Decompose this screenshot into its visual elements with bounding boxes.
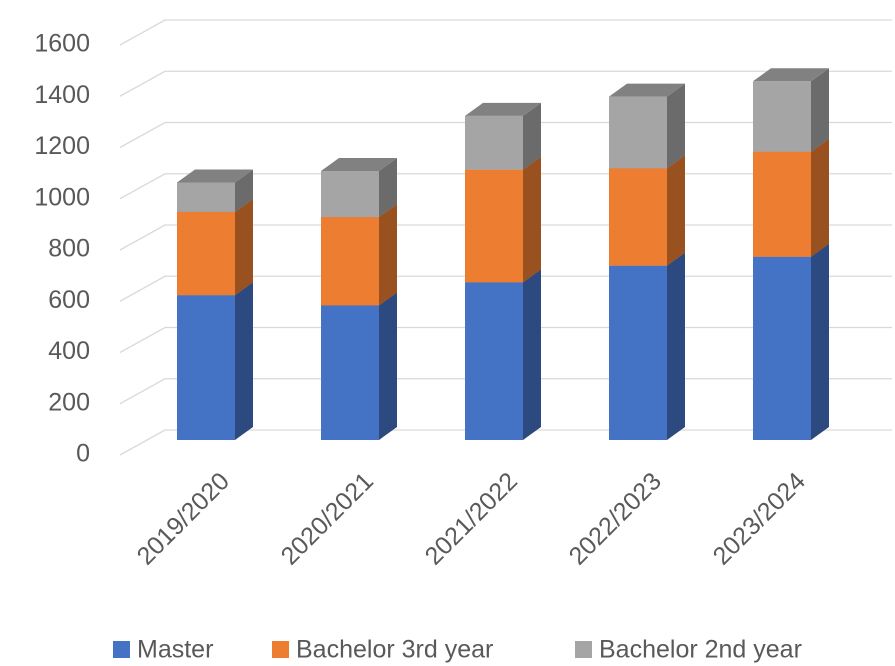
bar (609, 168, 667, 266)
bar-top (177, 169, 253, 183)
legend-label: Bachelor 2nd year (599, 636, 802, 664)
bar (321, 305, 379, 440)
bar-side (235, 169, 253, 212)
bar-side (235, 282, 253, 440)
bar (609, 96, 667, 169)
bar (465, 115, 523, 170)
x-tick-label: 2020/2021 (276, 467, 379, 570)
legend-label: Master (137, 636, 213, 664)
bar-side (667, 83, 685, 169)
bar (753, 151, 811, 257)
bar-top (321, 157, 397, 171)
legend-swatch (272, 641, 289, 658)
bar-side (523, 269, 541, 440)
y-tick-label: 600 (48, 286, 90, 314)
bar-side (667, 252, 685, 440)
bar-side (379, 292, 397, 440)
bar (321, 217, 379, 306)
bar (753, 256, 811, 440)
y-tick-label: 1200 (34, 132, 90, 160)
bar (753, 81, 811, 152)
bar-side (811, 68, 829, 152)
bar-side (379, 157, 397, 218)
y-tick-label: 400 (48, 337, 90, 365)
bar-side (811, 243, 829, 440)
y-tick-label: 800 (48, 235, 90, 263)
bar-side (523, 156, 541, 283)
bar-top (609, 83, 685, 97)
y-tick-label: 1400 (34, 81, 90, 109)
bar-side (523, 102, 541, 170)
x-tick-label: 2023/2024 (708, 467, 811, 570)
bar-side (667, 155, 685, 266)
legend-swatch (113, 641, 130, 658)
bar (609, 265, 667, 440)
bar-top (753, 68, 829, 82)
bar-side (379, 204, 397, 306)
bar-side (811, 138, 829, 257)
grid-line (119, 70, 892, 97)
bar (177, 295, 235, 440)
x-tick-label: 2022/2023 (564, 467, 667, 570)
bar (177, 211, 235, 296)
legend-label: Bachelor 3rd year (296, 636, 493, 664)
y-tick-label: 1600 (34, 30, 90, 58)
y-tick-label: 1000 (34, 183, 90, 211)
grid-line (119, 19, 892, 46)
bar (465, 169, 523, 283)
bar (465, 282, 523, 440)
bar (321, 170, 379, 218)
y-tick-label: 200 (48, 388, 90, 416)
y-tick-label: 0 (76, 440, 90, 468)
bar (177, 182, 235, 212)
bar-side (235, 198, 253, 296)
legend-swatch (575, 641, 592, 658)
x-tick-label: 2021/2022 (420, 467, 523, 570)
bar-top (465, 102, 541, 116)
x-tick-label: 2019/2020 (132, 467, 235, 570)
